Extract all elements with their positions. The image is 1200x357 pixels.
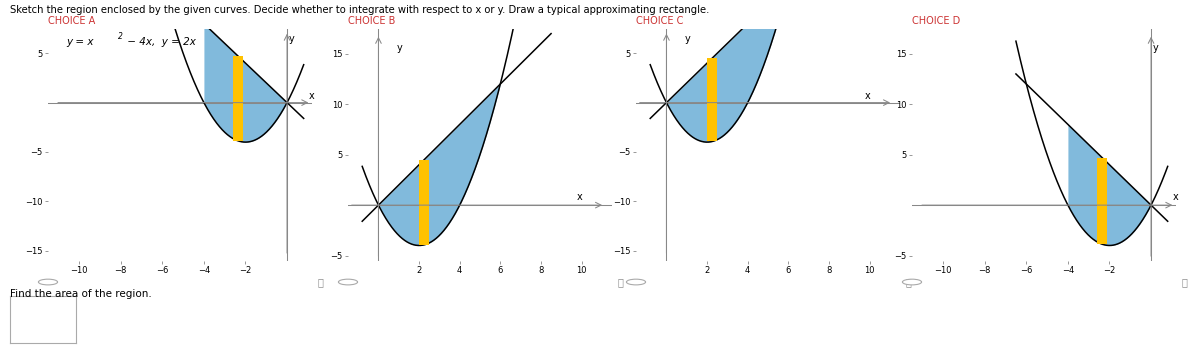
Text: y: y <box>289 35 295 45</box>
Bar <box>233 56 244 141</box>
Text: 2: 2 <box>118 32 122 41</box>
Text: y: y <box>685 35 691 45</box>
Text: x: x <box>577 192 583 202</box>
Text: x: x <box>1172 192 1178 202</box>
Bar <box>419 160 430 245</box>
Text: ⓘ: ⓘ <box>618 277 624 287</box>
Text: y = x: y = x <box>66 37 94 47</box>
Text: Find the area of the region.: Find the area of the region. <box>10 289 151 299</box>
Text: CHOICE D: CHOICE D <box>912 16 960 26</box>
Text: y: y <box>1153 43 1159 53</box>
Text: Sketch the region enclosed by the given curves. Decide whether to integrate with: Sketch the region enclosed by the given … <box>10 5 709 15</box>
Text: x: x <box>308 91 314 101</box>
Bar <box>707 58 718 141</box>
Bar <box>1097 158 1108 244</box>
Text: ⓘ: ⓘ <box>906 277 912 287</box>
Text: ⓘ: ⓘ <box>1182 277 1188 287</box>
Text: CHOICE B: CHOICE B <box>348 16 395 26</box>
Text: − 4x,  y = 2x: − 4x, y = 2x <box>124 37 196 47</box>
Text: x: x <box>865 91 871 101</box>
Text: CHOICE A: CHOICE A <box>48 16 95 26</box>
Text: y: y <box>397 43 403 53</box>
Text: CHOICE C: CHOICE C <box>636 16 683 26</box>
Text: ⓘ: ⓘ <box>318 277 324 287</box>
